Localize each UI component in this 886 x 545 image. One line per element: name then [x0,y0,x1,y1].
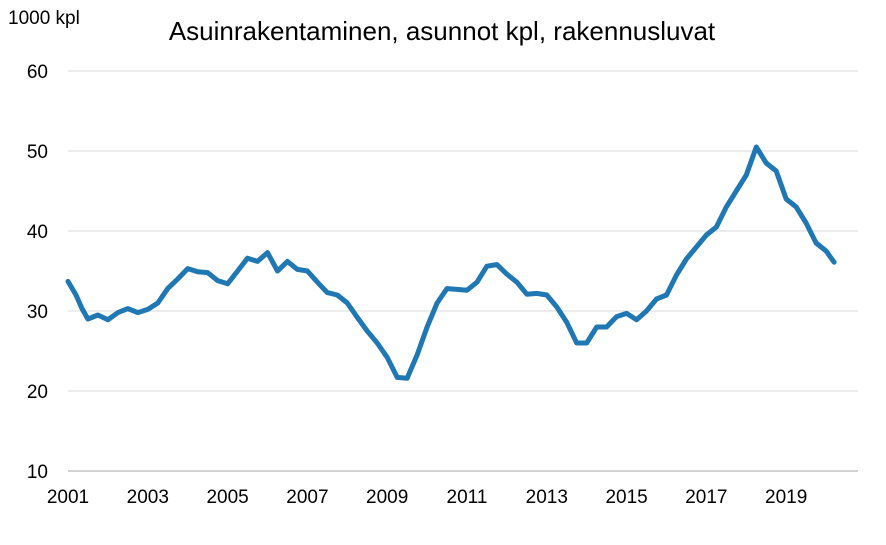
x-tick-label: 2005 [206,487,248,508]
x-tick-label: 2009 [366,487,408,508]
x-tick-label: 2015 [605,487,647,508]
y-tick-label: 60 [27,62,48,83]
x-axis-ticks: 2001 2003 2005 2007 2009 2011 2013 2015 2017 2019 [47,487,807,508]
series-line [65,144,837,381]
chart-title: Asuinrakentaminen, asunnot kpl, rakennus… [169,16,716,46]
y-axis-unit-label: 1000 kpl [8,8,80,29]
x-tick-label: 2011 [447,487,488,508]
x-tick-label: 2003 [127,487,169,508]
y-tick-label: 20 [27,382,48,403]
x-tick-label: 2007 [286,487,328,508]
x-tick-label: 2001 [47,487,89,508]
x-tick-label: 2019 [765,487,807,508]
gridlines [68,70,858,472]
y-tick-label: 30 [27,302,48,323]
x-tick-label: 2013 [526,487,568,508]
y-axis-ticks: 10 20 30 40 50 60 [27,62,48,483]
y-tick-label: 50 [27,142,48,163]
y-tick-label: 10 [27,462,48,483]
x-tick-label: 2017 [685,487,727,508]
y-tick-label: 40 [27,222,48,243]
